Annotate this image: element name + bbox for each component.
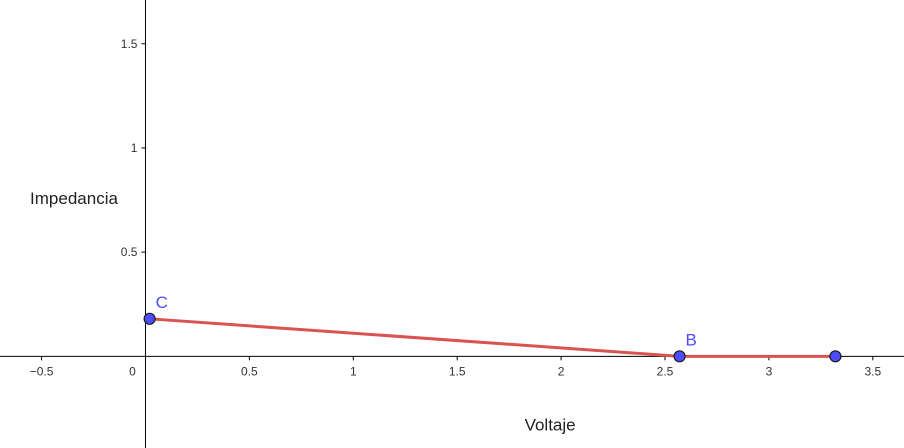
x-tick-label: 3 (766, 364, 773, 378)
series-segment (148, 317, 682, 358)
x-tick-label: 2 (558, 364, 565, 378)
x-tick-label: 1 (350, 364, 357, 378)
x-tick-label: 0.5 (241, 364, 258, 378)
point-label: B (686, 330, 697, 349)
data-point (829, 350, 842, 363)
x-axis-label: Voltaje (525, 415, 576, 434)
y-tick-label: 1 (131, 141, 138, 155)
y-axis-label: Impedancia (30, 189, 118, 208)
x-tick-label: 1.5 (449, 364, 466, 378)
series-lines (148, 317, 837, 358)
x-tick-label: 3.5 (864, 364, 881, 378)
x-tick-label: −0.5 (30, 364, 54, 378)
tick-marks: −0.5 0 0.5 1 1.5 2 2.5 3 3.5 0.5 1 1.5 (30, 37, 882, 379)
point-label: C (156, 293, 168, 312)
x-tick-label: 2.5 (657, 364, 674, 378)
y-tick-label: 0.5 (121, 245, 138, 259)
data-point (673, 350, 686, 363)
data-point (143, 312, 156, 325)
data-points: CB (143, 293, 842, 363)
x-tick-label: 0 (129, 364, 136, 378)
y-tick-label: 1.5 (121, 37, 138, 51)
